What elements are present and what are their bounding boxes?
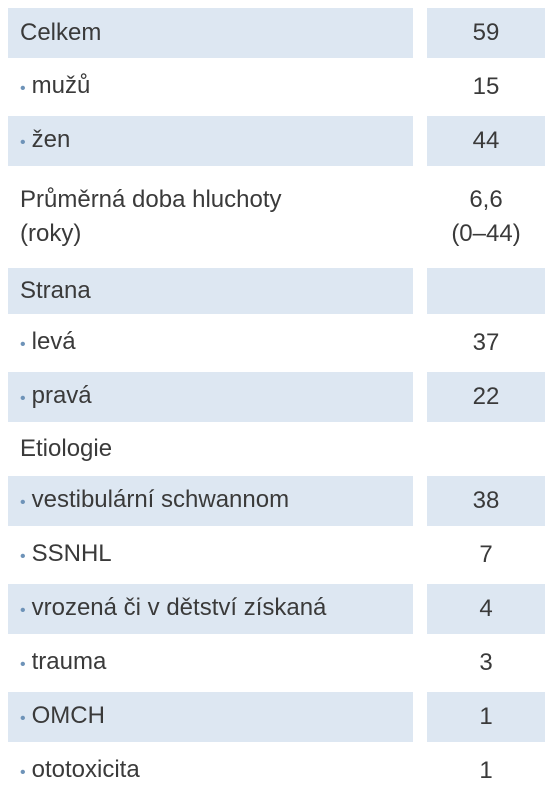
table-row: pravá 22 xyxy=(0,372,551,422)
table-row: Celkem 59 xyxy=(0,8,551,58)
label-text: levá xyxy=(20,325,76,362)
row-value: 1 xyxy=(479,757,493,784)
row-value: 37 xyxy=(472,329,500,356)
table-row: Průměrná doba hluchoty (roky) 6,6 (0–44) xyxy=(0,170,551,264)
label-text: Strana xyxy=(20,277,91,304)
row-label: Etiologie xyxy=(8,426,413,472)
row-label: mužů xyxy=(8,62,413,112)
label-text: SSNHL xyxy=(20,537,112,574)
table-row: mužů 15 xyxy=(0,62,551,112)
row-label: Průměrná doba hluchoty (roky) xyxy=(8,170,413,264)
row-label: Strana xyxy=(8,268,413,314)
row-label: levá xyxy=(8,318,413,368)
table-row: trauma 3 xyxy=(0,638,551,688)
table-row: ototoxicita 1 xyxy=(0,746,551,796)
table-row: Strana xyxy=(0,268,551,314)
table-row: vrozená či v dětství získaná 4 xyxy=(0,584,551,634)
table-row: SSNHL 7 xyxy=(0,530,551,580)
row-label: ototoxicita xyxy=(8,746,413,796)
row-value: 15 xyxy=(472,73,500,100)
label-text: Celkem xyxy=(20,19,102,46)
row-label: Celkem xyxy=(8,8,413,58)
row-value: 44 xyxy=(427,116,545,166)
label-text: vestibulární schwannom xyxy=(20,483,289,520)
table-row: levá 37 xyxy=(0,318,551,368)
row-value: 7 xyxy=(479,541,493,568)
row-label: vrozená či v dětství získaná xyxy=(8,584,413,634)
label-text: trauma xyxy=(20,645,107,682)
row-label: žen xyxy=(8,116,413,166)
label-text: mužů xyxy=(20,69,91,106)
row-label: pravá xyxy=(8,372,413,422)
label-text: vrozená či v dětství získaná xyxy=(20,591,327,628)
row-value: 3 xyxy=(479,649,493,676)
label-text: žen xyxy=(20,123,71,160)
table-row: OMCH 1 xyxy=(0,692,551,742)
label-text: pravá xyxy=(20,379,92,416)
label-text: Etiologie xyxy=(20,435,113,462)
row-value: 6,6 (0–44) xyxy=(451,186,521,247)
row-value: 1 xyxy=(427,692,545,742)
row-label: trauma xyxy=(8,638,413,688)
row-value: 38 xyxy=(427,476,545,526)
label-text: ototoxicita xyxy=(20,753,140,790)
row-label: OMCH xyxy=(8,692,413,742)
row-label: SSNHL xyxy=(8,530,413,580)
row-value: 59 xyxy=(427,8,545,58)
row-label: vestibulární schwannom xyxy=(8,476,413,526)
label-text: Průměrná doba hluchoty (roky) xyxy=(20,186,282,247)
row-value: 4 xyxy=(427,584,545,634)
label-text: OMCH xyxy=(20,699,105,736)
row-value xyxy=(427,268,545,314)
row-value: 22 xyxy=(427,372,545,422)
table-row: vestibulární schwannom 38 xyxy=(0,476,551,526)
table-row: žen 44 xyxy=(0,116,551,166)
table-row: Etiologie xyxy=(0,426,551,472)
